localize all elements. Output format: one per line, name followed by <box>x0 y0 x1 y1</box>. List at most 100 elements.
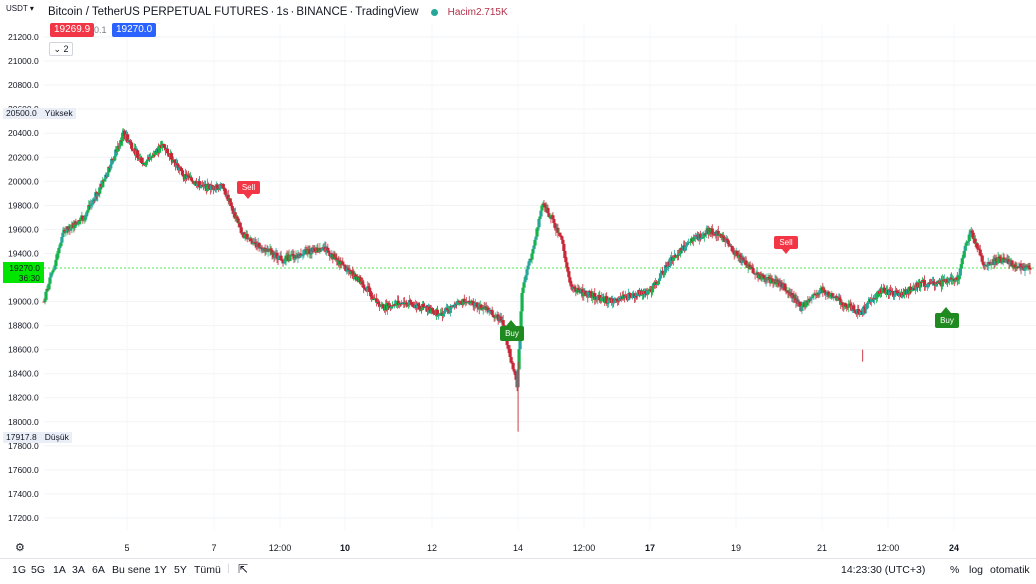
market-status-icon <box>430 8 438 16</box>
candle-body <box>573 286 577 289</box>
range-5y[interactable]: 5Y <box>174 564 187 576</box>
candle-body <box>88 204 92 206</box>
interval[interactable]: 1s <box>276 6 289 18</box>
candle-body <box>198 187 202 189</box>
currency-unit-selector[interactable]: USDT ▾ <box>6 4 34 13</box>
indicator-count: 2 <box>63 44 69 54</box>
candle-body <box>819 288 823 291</box>
candle-body <box>293 257 297 260</box>
candle-body <box>309 253 313 255</box>
range-3m[interactable]: 3A <box>72 564 85 576</box>
candle-body <box>197 181 201 188</box>
candle-body <box>675 254 680 258</box>
candle-body <box>1002 257 1006 259</box>
range-all[interactable]: Tümü <box>194 564 221 576</box>
candle-body <box>240 232 244 234</box>
candle-body <box>457 300 461 303</box>
candle-body <box>415 303 420 309</box>
candle-body <box>986 262 990 267</box>
candle-body <box>54 259 58 267</box>
candle-body <box>165 148 170 154</box>
candle-body <box>966 240 970 242</box>
sell-signal-2[interactable]: Sell <box>774 236 798 249</box>
clock-time[interactable]: 14:23:30 (UTC+3) <box>841 564 926 576</box>
candle-body <box>771 279 775 284</box>
candle-body <box>238 222 242 228</box>
time-label: 5 <box>124 543 129 553</box>
range-6m[interactable]: 6A <box>92 564 105 576</box>
candle-body <box>341 261 345 265</box>
candle-body <box>137 157 141 159</box>
candle-body <box>535 228 539 237</box>
candle-body <box>953 280 957 282</box>
price-label: 17600.0 <box>8 465 39 475</box>
candle-body <box>712 233 716 235</box>
candle-body <box>532 245 536 249</box>
candle-body <box>172 159 177 162</box>
grid-lines <box>44 25 1036 530</box>
time-label: 12:00 <box>877 543 900 553</box>
symbol-name[interactable]: Bitcoin / TetherUS PERPETUAL FUTURES <box>48 6 269 18</box>
candle-body <box>684 245 688 247</box>
candle-body <box>615 298 619 301</box>
candle-body <box>888 289 893 293</box>
range-1y[interactable]: 1Y <box>154 564 167 576</box>
range-ytd[interactable]: Bu sene <box>112 564 151 576</box>
candle-body <box>1020 266 1024 270</box>
time-label: 21 <box>817 543 827 553</box>
candle-body <box>880 288 885 294</box>
range-1m[interactable]: 1A <box>53 564 66 576</box>
candle-body <box>253 242 257 244</box>
candle-body <box>747 264 751 266</box>
sell-price-button[interactable]: 19269.9 <box>50 23 95 37</box>
candle-body <box>531 248 535 254</box>
time-label: 12 <box>427 543 437 553</box>
percent-scale-toggle[interactable]: % <box>950 564 960 576</box>
candle-body <box>574 288 578 292</box>
candle-body <box>804 300 808 308</box>
candle-body <box>865 303 869 310</box>
buy-signal-2[interactable]: Buy <box>935 313 959 328</box>
buy-price-button[interactable]: 19270.0 <box>112 23 157 37</box>
candle-body <box>421 304 426 308</box>
candle-body <box>902 289 907 296</box>
candle-body <box>566 267 570 272</box>
candle-body <box>423 306 428 308</box>
candle-body <box>126 134 130 143</box>
candle-body <box>776 279 780 283</box>
range-1d[interactable]: 1G <box>12 564 27 576</box>
candle-body <box>289 255 293 257</box>
candle-body <box>494 316 498 318</box>
candle-body <box>501 320 505 326</box>
indicators-toggle[interactable]: ⌄ 2 <box>49 42 73 56</box>
candle-body <box>996 257 1000 264</box>
candle-body <box>153 150 158 155</box>
candle-body <box>766 277 770 280</box>
candle-body <box>990 261 994 265</box>
candle-body <box>152 154 157 156</box>
candle-body <box>965 241 969 244</box>
candle-body <box>427 306 432 311</box>
high-price-tag: 20500.0 Yüksek <box>3 108 76 119</box>
log-scale-toggle[interactable]: log <box>969 564 984 576</box>
candle-body <box>379 305 383 308</box>
candle-body <box>260 247 264 251</box>
candle-body <box>181 174 186 177</box>
candle-body <box>490 310 494 315</box>
candle-body <box>568 277 572 283</box>
candle-body <box>58 246 62 248</box>
candle-body <box>552 219 556 224</box>
candle-body <box>645 290 650 295</box>
auto-scale-toggle[interactable]: otomatik <box>990 564 1030 576</box>
date-range-icon[interactable]: ⇱ <box>238 562 249 576</box>
candle-body <box>562 243 566 251</box>
candle-body <box>691 237 695 242</box>
settings-icon[interactable]: ⚙ <box>15 542 25 554</box>
range-5d[interactable]: 5G <box>31 564 46 576</box>
candle-body <box>417 305 422 310</box>
candle-body <box>1004 259 1008 263</box>
sell-signal-1[interactable]: Sell <box>237 181 260 194</box>
candle-body <box>770 278 774 280</box>
buy-signal-1[interactable]: Buy <box>500 326 524 341</box>
